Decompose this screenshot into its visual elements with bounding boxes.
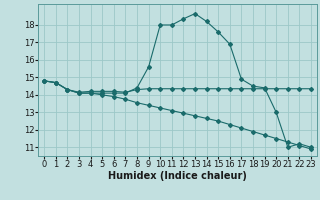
X-axis label: Humidex (Indice chaleur): Humidex (Indice chaleur) [108, 171, 247, 181]
